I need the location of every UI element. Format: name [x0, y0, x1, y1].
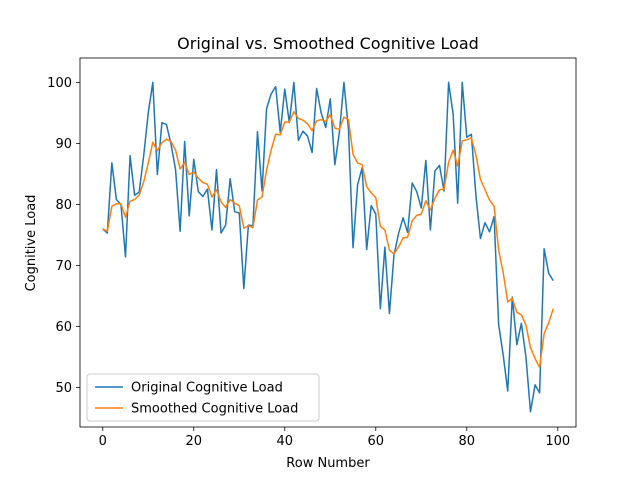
- chart-title: Original vs. Smoothed Cognitive Load: [177, 34, 479, 53]
- x-tick-label: 80: [459, 434, 476, 449]
- legend-entry-0: Original Cognitive Load: [131, 381, 283, 396]
- y-tick-label: 100: [47, 76, 72, 91]
- x-tick-label: 0: [99, 434, 107, 449]
- plot-area: [79, 57, 577, 428]
- x-tick-label: 100: [545, 434, 570, 449]
- x-tick-label: 60: [368, 434, 385, 449]
- y-tick-label: 50: [55, 381, 72, 396]
- y-tick-label: 70: [55, 259, 72, 274]
- y-tick-label: 90: [55, 137, 72, 152]
- legend: Original Cognitive Load Smoothed Cognitiv…: [86, 373, 320, 422]
- series-line-1: [102, 110, 554, 368]
- x-tick-label: 20: [185, 434, 202, 449]
- y-tick-label: 80: [55, 198, 72, 213]
- legend-entry-1: Smoothed Cognitive Load: [131, 402, 298, 417]
- y-axis-ticks: 50 60 70 80 90 100: [47, 76, 80, 396]
- axes-frame: [79, 57, 577, 428]
- x-axis-label: Row Number: [286, 456, 370, 471]
- x-tick-label: 40: [276, 434, 293, 449]
- legend-box: [86, 373, 320, 422]
- x-axis-ticks: 0 20 40 60 80 100: [99, 427, 570, 449]
- y-tick-label: 60: [55, 320, 72, 335]
- y-axis-label: Cognitive Load: [24, 195, 39, 292]
- series-line-0: [102, 81, 554, 413]
